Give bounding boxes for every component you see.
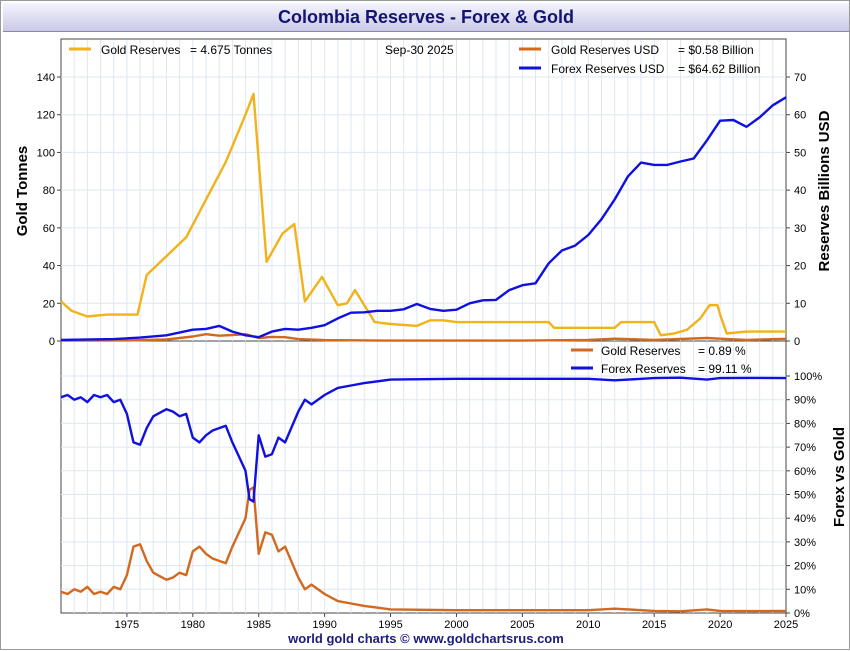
pct-tick-label: 30% — [794, 537, 816, 549]
x-tick-label: 1985 — [246, 619, 270, 631]
legend-label-gold-pct: Gold Reserves — [601, 344, 680, 358]
x-tick-label: 2020 — [708, 619, 732, 631]
left-tick-label: 0 — [49, 336, 55, 348]
y-axis-title-right: Reserves Billions USD — [816, 110, 833, 271]
y-axis-title-left: Gold Tonnes — [14, 146, 31, 237]
x-tick-label: 2015 — [642, 619, 666, 631]
date-label: Sep-30 2025 — [385, 43, 454, 57]
legend-label-forex-usd: Forex Reserves USD — [551, 62, 665, 76]
pct-tick-label: 100% — [794, 371, 822, 383]
x-tick-label: 1995 — [378, 619, 402, 631]
series-forex-usd — [60, 96, 787, 342]
right-tick-label: 70 — [794, 72, 806, 84]
legend-value-gold-tonnes: = 4.675 Tonnes — [190, 43, 272, 57]
left-tick-label: 60 — [43, 223, 55, 235]
pct-tick-label: 60% — [794, 466, 816, 478]
pct-tick-label: 10% — [794, 584, 816, 596]
right-tick-label: 60 — [794, 110, 806, 122]
pct-tick-label: 70% — [794, 442, 816, 454]
pct-tick-label: 90% — [794, 395, 816, 407]
x-tick-label: 2025 — [774, 619, 798, 631]
y-axis-title-bottom-right: Forex vs Gold — [831, 427, 848, 527]
legend-layer: Gold Reserves = 4.675 Tonnes Sep-30 2025… — [69, 43, 760, 376]
legend-value-gold-pct: = 0.89 % — [698, 344, 746, 358]
left-tick-label: 40 — [43, 261, 55, 273]
right-tick-label: 10 — [794, 298, 806, 310]
pct-tick-label: 40% — [794, 513, 816, 525]
pct-tick-label: 0% — [794, 608, 810, 620]
pct-tick-label: 80% — [794, 418, 816, 430]
legend-label-forex-pct: Forex Reserves — [601, 362, 686, 376]
right-tick-label: 40 — [794, 185, 806, 197]
chart-title: Colombia Reserves - Forex & Gold — [277, 7, 575, 27]
series-layer — [60, 92, 787, 613]
left-tick-label: 100 — [37, 147, 55, 159]
series-gold-tonnes — [60, 92, 786, 337]
pct-tick-label: 50% — [794, 490, 816, 502]
right-tick-label: 30 — [794, 223, 806, 235]
series-gold-usd — [60, 333, 787, 342]
x-tick-label: 1975 — [115, 619, 139, 631]
legend-label-gold-tonnes: Gold Reserves — [101, 43, 180, 57]
left-tick-label: 20 — [43, 298, 55, 310]
left-tick-label: 120 — [37, 110, 55, 122]
bottom-plot-area — [60, 340, 787, 614]
axes: 0 20 40 60 80 100 120 140 0 10 20 30 40 50 60 70 0% 10% 20… — [37, 72, 823, 631]
pct-tick-label: 20% — [794, 561, 816, 573]
legend-value-forex-usd: = $64.62 Billion — [678, 62, 760, 76]
x-tick-label: 1990 — [312, 619, 336, 631]
x-tick-label: 2010 — [576, 619, 600, 631]
legend-label-gold-usd: Gold Reserves USD — [551, 43, 659, 57]
left-tick-label: 140 — [37, 72, 55, 84]
x-tick-label: 1980 — [181, 619, 205, 631]
x-tick-label: 2005 — [510, 619, 534, 631]
footer-credit: world gold charts © www.goldchartsrus.co… — [288, 631, 564, 646]
x-tick-label: 2000 — [444, 619, 468, 631]
right-tick-label: 0 — [794, 336, 800, 348]
series-gold-pct — [60, 486, 787, 613]
left-tick-label: 80 — [43, 185, 55, 197]
right-tick-label: 50 — [794, 147, 806, 159]
legend-value-gold-usd: = $0.58 Billion — [678, 43, 754, 57]
series-forex-pct — [60, 376, 787, 503]
title-bar: Colombia Reserves - Forex & Gold — [3, 3, 849, 32]
grid-lines — [61, 40, 786, 613]
legend-value-forex-pct: = 99.11 % — [698, 362, 752, 376]
right-tick-label: 20 — [794, 261, 806, 273]
